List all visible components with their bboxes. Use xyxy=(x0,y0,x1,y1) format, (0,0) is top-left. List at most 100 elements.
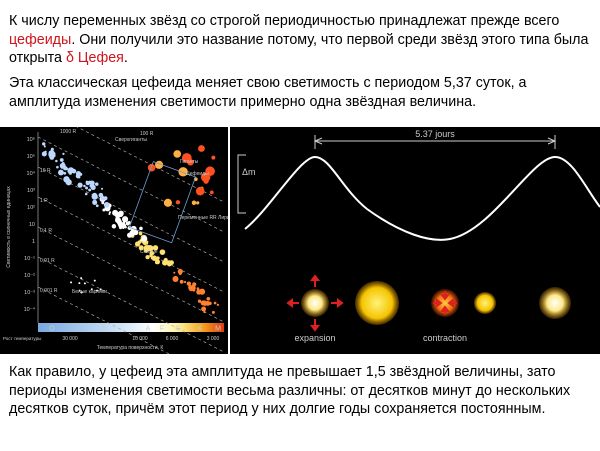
amplitude-label: Δm xyxy=(242,167,256,177)
star-dot xyxy=(156,256,160,260)
star-dot xyxy=(192,282,197,287)
star-dot xyxy=(127,226,132,230)
star-dot xyxy=(100,187,104,190)
y-tick-label: 10⁻³ xyxy=(24,290,35,296)
giant-dot xyxy=(195,186,205,196)
region-label: Гиганты xyxy=(180,159,199,165)
star-dot xyxy=(62,152,65,156)
spectral-class: F xyxy=(160,326,164,333)
star-dot xyxy=(63,171,67,175)
dwarf-dot xyxy=(99,288,102,291)
star-dot xyxy=(196,289,202,295)
y-tick-label: 10⁶ xyxy=(27,136,35,143)
y-tick-label: 10 xyxy=(29,222,35,228)
hr-diagram: 1000 R 100 R 10 R 1 R 0,1 R 0,01 R 0,001 R 10⁶ 1… xyxy=(0,127,228,354)
star-dot xyxy=(125,221,130,226)
text: К числу переменных звёзд со строгой пери… xyxy=(9,13,560,29)
y-axis-title: Светимость в солнечных единицах xyxy=(6,186,12,268)
y-tick-label: 10⁻⁴ xyxy=(24,306,36,313)
y-tick-label: 10² xyxy=(27,205,35,211)
star-dot xyxy=(111,224,117,229)
giant-dot xyxy=(211,155,216,160)
star-dot xyxy=(59,158,64,162)
star-dot xyxy=(150,255,153,258)
x-tick-label: 10 000 xyxy=(132,336,148,342)
star-dot xyxy=(138,231,143,236)
radius-label: 1 R xyxy=(40,198,48,204)
radius-label: 1000 R xyxy=(60,129,77,135)
region-label: Цефеиды xyxy=(186,171,209,177)
y-tick-label: 10⁻¹ xyxy=(24,256,35,262)
y-tick-label: 10⁴ xyxy=(27,170,36,177)
radius-line xyxy=(76,127,225,203)
dwarf-dot xyxy=(83,282,86,285)
star-dot xyxy=(119,220,122,223)
star-dot xyxy=(169,260,174,266)
y-tick-label: 10⁻² xyxy=(24,273,35,279)
star-dot xyxy=(90,184,96,191)
star-dot xyxy=(203,310,206,314)
radius-label: 0,001 R xyxy=(40,288,58,294)
radius-label: 0,1 R xyxy=(40,228,52,234)
star-dot xyxy=(77,182,83,188)
region-label: Солнце xyxy=(140,249,158,255)
star-dot xyxy=(162,259,168,266)
star-dot xyxy=(127,232,133,238)
region-label: Переменные RR Лиры xyxy=(178,215,228,221)
star-dot xyxy=(216,303,220,307)
star-dot xyxy=(92,199,98,205)
radius-line xyxy=(37,226,225,323)
x-tick-label: 6 000 xyxy=(166,336,179,342)
arrows xyxy=(286,274,457,332)
star-dot xyxy=(149,250,155,256)
star-dot xyxy=(202,300,207,306)
star-dot xyxy=(83,184,86,188)
star-dot xyxy=(177,268,183,275)
spectral-class: A xyxy=(146,326,151,333)
radius-label: 0,01 R xyxy=(40,258,55,264)
star-dot xyxy=(118,226,123,230)
star-dot xyxy=(172,275,179,282)
star-dot xyxy=(87,180,92,185)
region-label: Сверхгиганты xyxy=(115,137,147,143)
radius-label: 10 R xyxy=(40,168,51,174)
star-dot xyxy=(88,188,91,192)
temperature-note: Рост температуры xyxy=(3,336,41,341)
instability-strip xyxy=(128,161,197,244)
star-dot xyxy=(49,150,55,156)
star-dot xyxy=(44,150,47,153)
star-dot xyxy=(103,196,108,201)
y-tick-label: 10⁵ xyxy=(27,153,35,160)
star-dot xyxy=(101,201,105,205)
radius-line xyxy=(37,166,225,263)
star-dot xyxy=(98,192,104,198)
giant-dot xyxy=(205,166,215,177)
star-dot xyxy=(143,245,149,251)
giant-dot xyxy=(175,200,181,205)
star-dot xyxy=(213,301,217,305)
star-dot xyxy=(160,250,164,253)
star-dot xyxy=(186,281,192,286)
star-dot xyxy=(151,255,158,261)
contraction-label: contraction xyxy=(423,333,467,343)
star-dot xyxy=(125,219,128,222)
star-dot xyxy=(91,192,98,199)
star xyxy=(474,292,496,314)
star-dot xyxy=(145,254,150,260)
star-dot xyxy=(63,176,70,183)
star-dot xyxy=(55,159,58,163)
radius-label: 100 R xyxy=(140,131,154,137)
dwarf-dot xyxy=(80,277,83,280)
star-dot xyxy=(145,242,149,245)
star xyxy=(355,281,399,325)
star-dot xyxy=(173,271,176,274)
radius-line xyxy=(37,286,170,354)
giant-dot xyxy=(187,158,194,166)
star-dot xyxy=(122,221,126,225)
star-dot xyxy=(58,169,64,176)
spectral-class: O xyxy=(49,326,55,333)
y-tick-label: 10³ xyxy=(27,188,35,194)
star-dot xyxy=(103,202,110,208)
spectral-class: M xyxy=(215,326,221,333)
star-dot xyxy=(141,236,148,242)
